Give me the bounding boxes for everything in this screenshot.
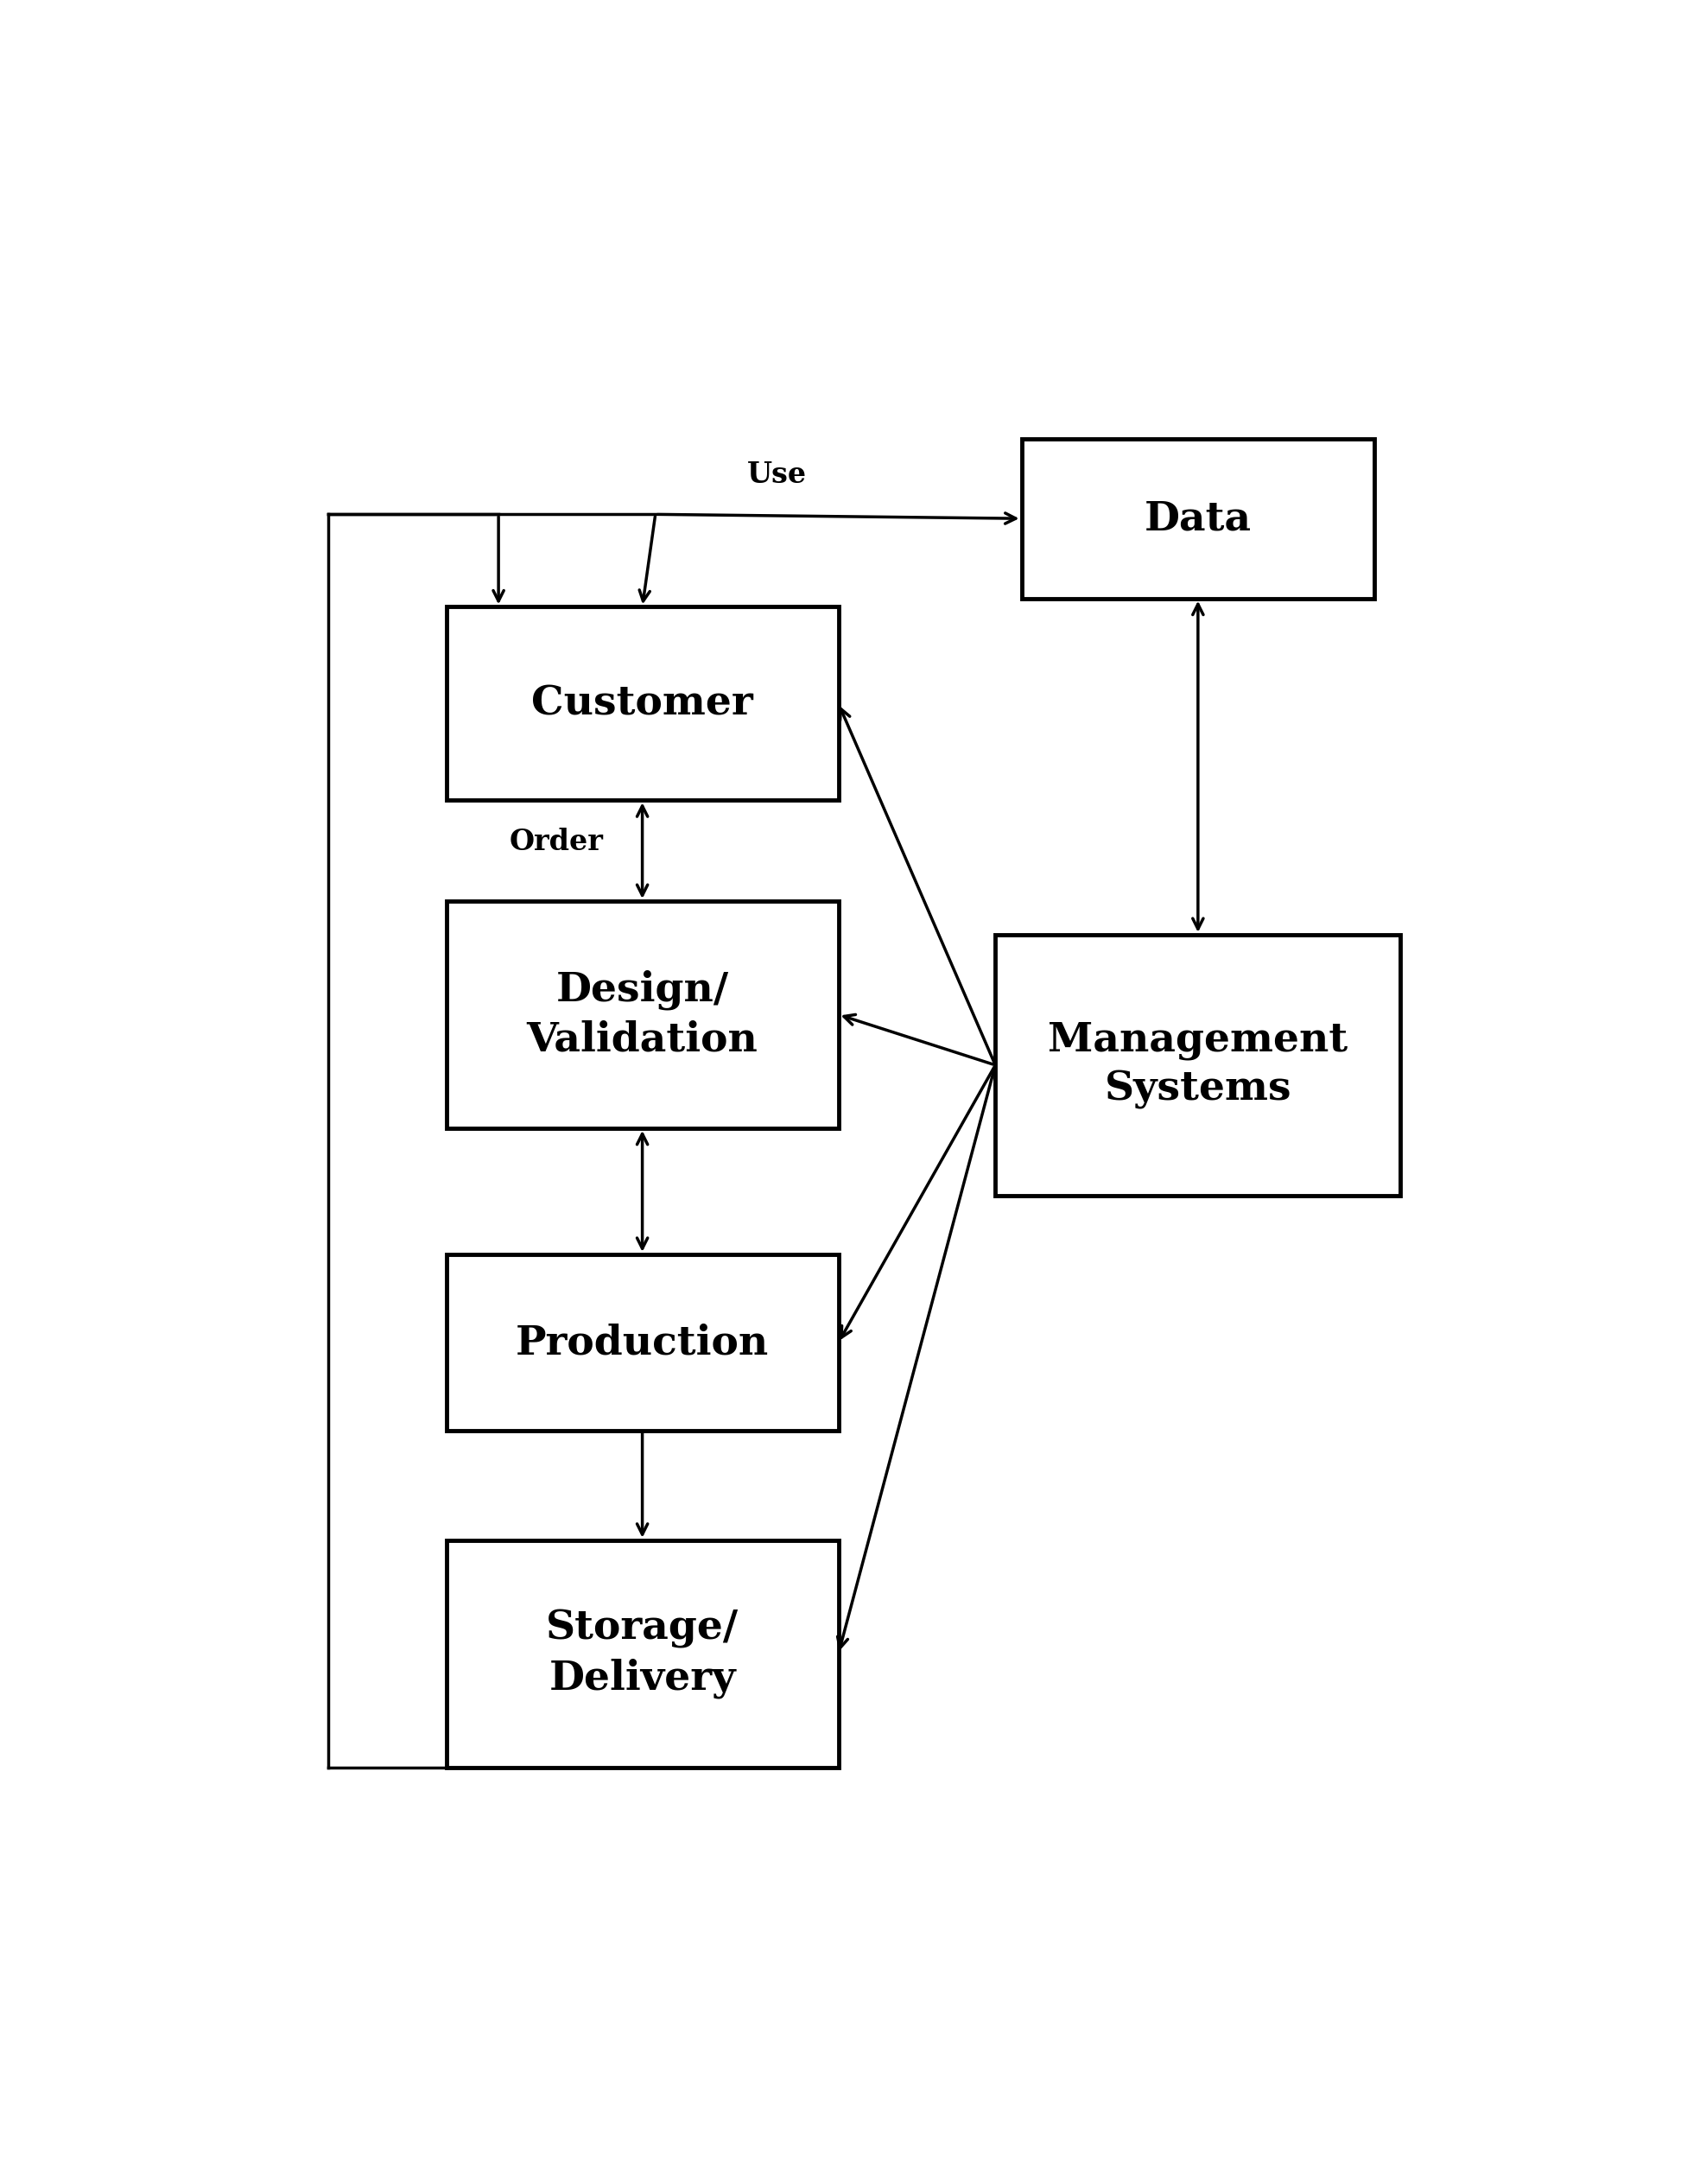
Bar: [445, 1254, 838, 1431]
Text: Management
Systems: Management Systems: [1048, 1020, 1348, 1109]
Text: Design/
Validation: Design/ Validation: [526, 970, 757, 1059]
Text: Customer: Customer: [531, 684, 752, 723]
Bar: [445, 902, 838, 1129]
Bar: [445, 607, 838, 799]
Text: Use: Use: [747, 461, 806, 489]
Bar: [445, 1540, 838, 1767]
Text: Data: Data: [1144, 498, 1252, 539]
Bar: [995, 935, 1400, 1195]
Text: Production: Production: [516, 1324, 769, 1363]
Text: Order: Order: [509, 828, 604, 856]
Bar: [1022, 439, 1375, 598]
Text: Storage/
Delivery: Storage/ Delivery: [547, 1610, 739, 1699]
